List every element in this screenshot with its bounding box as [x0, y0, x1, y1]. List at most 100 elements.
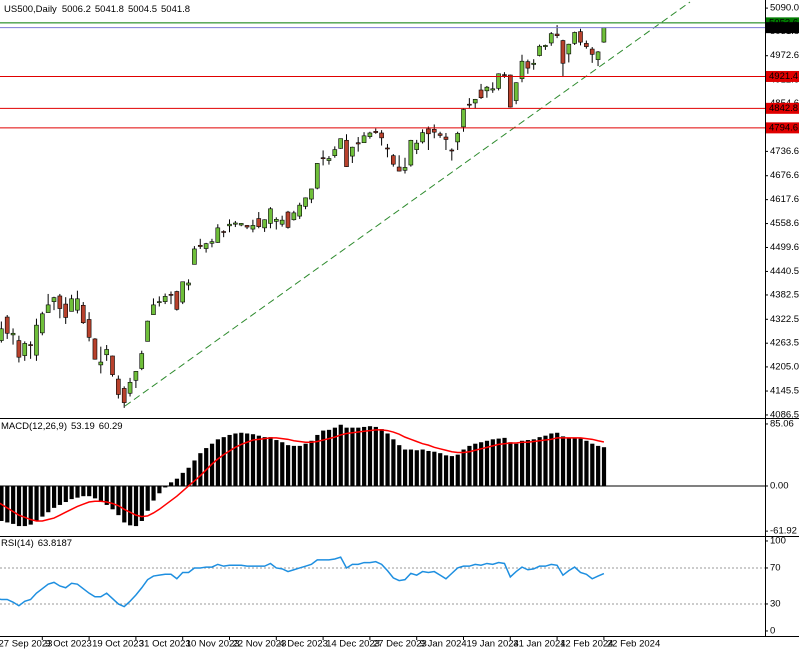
macd-bar: [5, 485, 10, 523]
y-tick-label: 4558.6: [770, 218, 799, 229]
y-tick-label: 4322.5: [770, 314, 799, 325]
x-tick-label: 9 Jan 2024: [420, 639, 467, 650]
candle-body: [502, 74, 507, 76]
candle-body: [326, 158, 332, 161]
macd-bar: [315, 434, 320, 486]
chart-header: US500,Daily 5006.2 5041.8 5004.5 5041.8: [4, 4, 190, 15]
candle-body: [566, 43, 572, 55]
macd-bar: [496, 438, 501, 486]
candle-body: [34, 324, 39, 356]
macd-bar: [104, 485, 109, 505]
y-tick-label: 4676.6: [770, 170, 799, 181]
price-label: 5041.8: [769, 22, 798, 33]
macd-bar: [128, 485, 133, 526]
macd-bar: [163, 485, 168, 488]
macd-bar: [98, 485, 103, 503]
macd-bar: [250, 434, 256, 486]
macd-bar: [180, 472, 185, 486]
x-tick-label: 27 Dec 2023: [373, 639, 427, 650]
y-tick-label: 0: [770, 625, 775, 636]
macd-bar: [204, 448, 209, 486]
candle-body: [385, 147, 390, 150]
y-tick-label: 4086.5: [770, 409, 799, 420]
candle-body: [589, 48, 595, 55]
candle-body: [279, 219, 285, 225]
macd-value: 53.19: [71, 421, 95, 432]
macd-bar: [174, 478, 180, 486]
macd-bar: [227, 434, 232, 486]
x-tick-label: 27 Sep 2023: [0, 639, 52, 650]
candle-body: [314, 163, 320, 189]
candle-body: [332, 149, 338, 156]
candle-body: [449, 149, 455, 152]
macd-bar: [92, 485, 98, 499]
macd-bar: [479, 442, 484, 486]
candle-body: [420, 132, 425, 143]
candle-body: [543, 45, 548, 47]
macd-bar: [151, 485, 156, 501]
macd-bar: [461, 449, 466, 486]
macd-bar: [11, 485, 16, 524]
macd-bar: [490, 439, 495, 486]
macd-bar: [110, 485, 115, 510]
rsi-line: [0, 556, 605, 608]
x-tick-label: 10 Nov 2023: [186, 639, 240, 650]
candle-body: [525, 61, 531, 69]
candle-body: [121, 388, 127, 403]
x-tick-label: 22 Nov 2023: [233, 639, 287, 650]
macd-bar: [63, 485, 68, 503]
candle-body: [537, 45, 542, 56]
price-label: 4794.6: [769, 122, 798, 133]
candle-body: [197, 244, 203, 247]
macd-bar: [133, 485, 139, 527]
candle-body: [595, 51, 601, 60]
macd-bar: [385, 433, 390, 486]
candle-body: [203, 243, 209, 249]
open-value: 5006.2: [62, 4, 91, 15]
x-tick-label: 19 Jan 2024: [467, 639, 519, 650]
macd-bar: [268, 437, 273, 486]
price-label-box: [766, 122, 799, 134]
candle-body: [244, 225, 250, 228]
candle-body: [250, 225, 256, 230]
macd-bar: [596, 445, 601, 486]
candle-body: [584, 43, 589, 47]
candle-body: [285, 211, 291, 228]
high-value: 5041.8: [95, 4, 124, 15]
macd-bar: [584, 440, 589, 486]
macd-bar: [578, 438, 583, 486]
candle-body: [344, 139, 349, 167]
signal-line: [0, 429, 605, 522]
candle-body: [98, 361, 104, 366]
macd-bar: [239, 432, 244, 486]
candle-body: [443, 136, 449, 140]
macd-bar: [321, 430, 326, 486]
y-tick-label: 4440.5: [770, 266, 799, 277]
candle-body: [338, 138, 343, 149]
macd-bar: [87, 485, 92, 497]
macd-bar: [531, 439, 536, 486]
candle-body: [69, 298, 74, 312]
macd-bar: [438, 453, 443, 486]
rsi-header: RSI(14) 63.8187: [1, 538, 72, 549]
macd-bar: [0, 485, 4, 521]
macd-bar: [28, 485, 33, 525]
symbol: US500,Daily: [4, 4, 57, 15]
candle-body: [507, 74, 513, 108]
candle-body: [16, 340, 22, 358]
candle-body: [186, 282, 191, 286]
candle-body: [0, 328, 4, 341]
macd-bar: [139, 485, 144, 521]
x-tick-label: 4 Dec 2023: [279, 639, 328, 650]
close-value: 5041.8: [161, 4, 190, 15]
macd-bar: [391, 439, 396, 486]
y-tick-label: 85.06: [770, 418, 794, 429]
x-tick-label: 22 Feb 2024: [607, 639, 660, 650]
candle-body: [57, 295, 63, 309]
macd-bar: [350, 427, 355, 486]
macd-bar: [566, 437, 571, 486]
candle-body: [221, 231, 226, 233]
macd-title: MACD(12,26,9): [1, 421, 67, 432]
candle-body: [531, 62, 537, 65]
